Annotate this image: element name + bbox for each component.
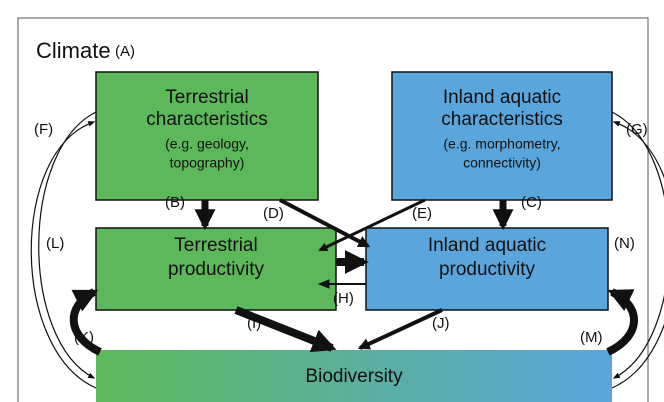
arrow-j	[357, 308, 443, 350]
arrow-d	[279, 198, 371, 248]
node-note: (e.g. morphometry,	[443, 136, 560, 152]
biodiversity-box	[96, 350, 612, 402]
node-text: Terrestrial	[165, 87, 248, 108]
edge-label: (K)	[74, 329, 94, 346]
edge-label: (I)	[247, 315, 261, 332]
aquatic-productivity-box	[365, 227, 609, 311]
node-note: connectivity)	[463, 155, 541, 171]
edge-label: (G)	[626, 121, 648, 138]
aquatic-characteristics-box	[391, 71, 613, 201]
arrow-m	[606, 288, 638, 356]
node-text: Inland aquatic	[443, 87, 561, 108]
edge-label: (E)	[412, 205, 432, 222]
edge-label: (H)	[333, 290, 354, 307]
node-text: characteristics	[146, 109, 267, 130]
edge-label: (L)	[46, 235, 64, 252]
arrow-f	[38, 111, 97, 379]
edge-labels: (B) (C) (D) (E) (F) (G) (H) (I) (J) (K) …	[34, 121, 648, 346]
node-text: Terrestrial	[174, 235, 257, 256]
terrestrial-productivity-box	[95, 227, 337, 311]
node-note: topography)	[170, 155, 245, 171]
edge-label: (B)	[165, 194, 185, 211]
node-text: productivity	[168, 259, 265, 280]
arrows	[30, 111, 664, 389]
edge-label: (N)	[614, 235, 635, 252]
climate-title: Climate (A)	[36, 38, 135, 63]
arrow-k	[69, 288, 102, 356]
node-text: characteristics	[441, 109, 562, 130]
edge-label: (D)	[263, 205, 284, 222]
climate-word: Climate	[36, 38, 111, 63]
node-text: productivity	[439, 259, 536, 280]
edge-label: (C)	[521, 194, 542, 211]
node-text: Biodiversity	[305, 366, 403, 387]
node-text: Inland aquatic	[428, 235, 546, 256]
edge-label: (M)	[580, 329, 603, 346]
terrestrial-characteristics-box	[95, 71, 319, 201]
arrow-e	[318, 198, 426, 252]
arrow-i	[234, 306, 337, 353]
arrow-g	[611, 111, 664, 379]
arrow-l	[30, 121, 97, 389]
arrow-n	[611, 121, 664, 389]
edge-label: (F)	[34, 121, 53, 138]
boxes	[95, 71, 613, 402]
climate-label: (A)	[115, 43, 135, 60]
edge-label: (J)	[432, 315, 450, 332]
node-note: (e.g. geology,	[165, 136, 249, 152]
